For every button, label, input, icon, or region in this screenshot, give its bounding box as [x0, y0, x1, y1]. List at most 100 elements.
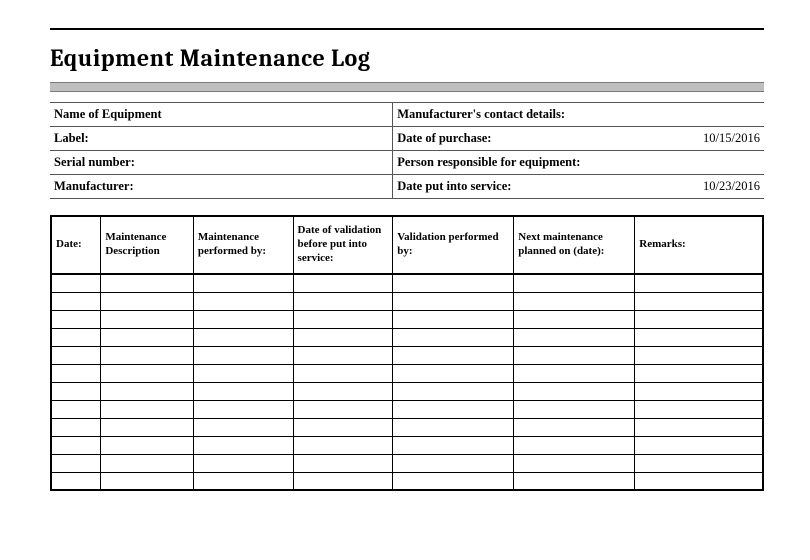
log-tbody: [51, 274, 763, 490]
table-cell: [635, 418, 763, 436]
table-cell: [393, 418, 514, 436]
table-cell: [514, 472, 635, 490]
table-cell: [51, 418, 101, 436]
info-right-label: Date of purchase:: [393, 127, 650, 151]
info-tbody: Name of Equipment Manufacturer's contact …: [50, 103, 764, 199]
table-cell: [393, 292, 514, 310]
table-cell: [193, 436, 293, 454]
table-cell: [101, 418, 194, 436]
log-header-cell: Next maintenance planned on (date):: [514, 216, 635, 274]
table-cell: [51, 274, 101, 292]
table-cell: [101, 364, 194, 382]
table-cell: [51, 472, 101, 490]
info-left-value: [193, 127, 393, 151]
table-cell: [393, 328, 514, 346]
table-cell: [393, 472, 514, 490]
table-cell: [393, 364, 514, 382]
table-cell: [193, 418, 293, 436]
table-row: [51, 382, 763, 400]
table-row: [51, 436, 763, 454]
table-cell: [101, 382, 194, 400]
table-cell: [635, 454, 763, 472]
table-cell: [293, 454, 393, 472]
table-cell: [193, 274, 293, 292]
info-right-value: 10/23/2016: [650, 175, 764, 199]
table-cell: [193, 472, 293, 490]
info-right-value: [650, 151, 764, 175]
info-right-label: Manufacturer's contact details:: [393, 103, 650, 127]
table-cell: [293, 400, 393, 418]
table-cell: [101, 454, 194, 472]
info-row: Name of Equipment Manufacturer's contact …: [50, 103, 764, 127]
log-header-cell: Maintenance performed by:: [193, 216, 293, 274]
table-cell: [193, 364, 293, 382]
page-title: Equipment Maintenance Log: [50, 44, 764, 72]
table-cell: [101, 292, 194, 310]
table-cell: [193, 346, 293, 364]
table-row: [51, 292, 763, 310]
table-cell: [393, 382, 514, 400]
table-row: [51, 310, 763, 328]
table-cell: [51, 382, 101, 400]
log-header-cell: Remarks:: [635, 216, 763, 274]
table-cell: [101, 472, 194, 490]
table-cell: [293, 364, 393, 382]
table-cell: [514, 310, 635, 328]
table-row: [51, 328, 763, 346]
table-cell: [393, 346, 514, 364]
table-cell: [51, 328, 101, 346]
info-right-value: [650, 103, 764, 127]
info-right-label: Person responsible for equipment:: [393, 151, 650, 175]
table-cell: [101, 310, 194, 328]
table-cell: [193, 310, 293, 328]
table-cell: [101, 436, 194, 454]
table-cell: [514, 454, 635, 472]
info-left-label: Label:: [50, 127, 193, 151]
table-cell: [293, 346, 393, 364]
table-cell: [101, 328, 194, 346]
log-table: Date:Maintenance DescriptionMaintenance …: [50, 215, 764, 491]
table-cell: [193, 382, 293, 400]
info-left-label: Serial number:: [50, 151, 193, 175]
table-cell: [293, 472, 393, 490]
table-cell: [51, 454, 101, 472]
table-cell: [51, 292, 101, 310]
table-cell: [514, 418, 635, 436]
table-cell: [635, 472, 763, 490]
table-cell: [193, 292, 293, 310]
table-cell: [635, 328, 763, 346]
table-cell: [393, 310, 514, 328]
table-cell: [293, 328, 393, 346]
table-cell: [51, 400, 101, 418]
table-cell: [101, 274, 194, 292]
table-cell: [51, 346, 101, 364]
table-cell: [635, 292, 763, 310]
spacer: [50, 199, 764, 215]
page: Equipment Maintenance Log Name of Equipm…: [0, 0, 810, 519]
info-left-value: [193, 175, 393, 199]
table-cell: [293, 436, 393, 454]
table-row: [51, 274, 763, 292]
info-right-value: 10/15/2016: [650, 127, 764, 151]
table-cell: [635, 310, 763, 328]
table-cell: [101, 400, 194, 418]
table-row: [51, 400, 763, 418]
title-underline: [50, 82, 764, 92]
table-cell: [514, 292, 635, 310]
log-header-cell: Validation performed by:: [393, 216, 514, 274]
table-cell: [393, 400, 514, 418]
table-row: [51, 472, 763, 490]
table-cell: [635, 400, 763, 418]
table-row: [51, 454, 763, 472]
log-header-cell: Date of validation before put into servi…: [293, 216, 393, 274]
table-cell: [293, 310, 393, 328]
log-header-cell: Maintenance Description: [101, 216, 194, 274]
info-left-label: Name of Equipment: [50, 103, 193, 127]
table-cell: [101, 346, 194, 364]
table-cell: [514, 328, 635, 346]
table-cell: [514, 400, 635, 418]
info-left-value: [193, 103, 393, 127]
log-header-row: Date:Maintenance DescriptionMaintenance …: [51, 216, 763, 274]
info-row: Manufacturer:Date put into service:10/23…: [50, 175, 764, 199]
info-left-label: Manufacturer:: [50, 175, 193, 199]
